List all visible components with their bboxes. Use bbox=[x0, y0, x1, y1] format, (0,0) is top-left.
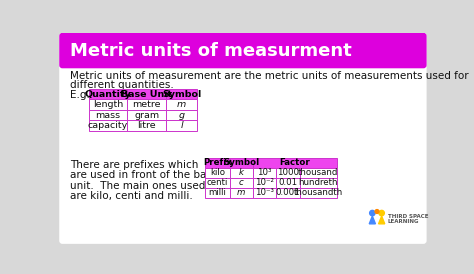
Text: different quantities.: different quantities. bbox=[70, 80, 174, 90]
Text: m: m bbox=[177, 100, 186, 109]
Text: k: k bbox=[239, 168, 244, 177]
FancyBboxPatch shape bbox=[89, 110, 128, 120]
Text: 0.01: 0.01 bbox=[278, 178, 298, 187]
FancyBboxPatch shape bbox=[253, 158, 337, 168]
FancyBboxPatch shape bbox=[253, 188, 276, 198]
Text: thousandth: thousandth bbox=[293, 188, 343, 197]
FancyBboxPatch shape bbox=[59, 33, 427, 68]
Text: metre: metre bbox=[133, 100, 161, 109]
Circle shape bbox=[375, 210, 379, 213]
Text: Prefix: Prefix bbox=[203, 158, 232, 167]
Text: kilo: kilo bbox=[210, 168, 225, 177]
FancyBboxPatch shape bbox=[230, 168, 253, 178]
Text: Metric units of measurement are the metric units of measurements used for: Metric units of measurement are the metr… bbox=[70, 72, 469, 81]
FancyBboxPatch shape bbox=[166, 89, 197, 99]
FancyBboxPatch shape bbox=[300, 178, 337, 188]
Text: mass: mass bbox=[96, 111, 121, 119]
Text: Symbol: Symbol bbox=[223, 158, 259, 167]
FancyBboxPatch shape bbox=[253, 168, 276, 178]
FancyBboxPatch shape bbox=[300, 168, 337, 178]
Text: LEARNING: LEARNING bbox=[388, 219, 419, 224]
Text: 0.001: 0.001 bbox=[275, 188, 300, 197]
FancyBboxPatch shape bbox=[166, 120, 197, 131]
FancyBboxPatch shape bbox=[205, 188, 230, 198]
FancyBboxPatch shape bbox=[276, 188, 300, 198]
FancyBboxPatch shape bbox=[89, 89, 128, 99]
FancyBboxPatch shape bbox=[276, 178, 300, 188]
Text: 10⁻²: 10⁻² bbox=[255, 178, 274, 187]
FancyBboxPatch shape bbox=[89, 99, 128, 110]
Text: unit.  The main ones used: unit. The main ones used bbox=[70, 181, 205, 191]
Text: There are prefixes which: There are prefixes which bbox=[70, 160, 199, 170]
Text: THIRD SPACE: THIRD SPACE bbox=[388, 214, 428, 219]
FancyBboxPatch shape bbox=[128, 110, 166, 120]
Text: thousand: thousand bbox=[298, 168, 338, 177]
Text: 1000: 1000 bbox=[277, 168, 299, 177]
Text: gram: gram bbox=[134, 111, 159, 119]
FancyBboxPatch shape bbox=[63, 59, 423, 68]
Text: are used in front of the base: are used in front of the base bbox=[70, 170, 219, 180]
Text: centi: centi bbox=[207, 178, 228, 187]
FancyBboxPatch shape bbox=[230, 188, 253, 198]
Text: litre: litre bbox=[137, 121, 156, 130]
Text: E.g.: E.g. bbox=[70, 90, 90, 100]
Text: l: l bbox=[181, 121, 183, 130]
FancyBboxPatch shape bbox=[230, 178, 253, 188]
Text: are kilo, centi and milli.: are kilo, centi and milli. bbox=[70, 191, 193, 201]
Text: hundreth: hundreth bbox=[298, 178, 338, 187]
FancyBboxPatch shape bbox=[128, 120, 166, 131]
FancyBboxPatch shape bbox=[59, 33, 427, 244]
Text: m: m bbox=[237, 188, 246, 197]
FancyBboxPatch shape bbox=[276, 168, 300, 178]
FancyBboxPatch shape bbox=[166, 99, 197, 110]
FancyBboxPatch shape bbox=[166, 110, 197, 120]
Text: Base Unit: Base Unit bbox=[121, 90, 173, 99]
FancyBboxPatch shape bbox=[230, 158, 253, 168]
Text: Factor: Factor bbox=[280, 158, 310, 167]
Circle shape bbox=[370, 210, 375, 216]
Text: milli: milli bbox=[209, 188, 226, 197]
Text: Symbol: Symbol bbox=[162, 90, 201, 99]
FancyBboxPatch shape bbox=[300, 188, 337, 198]
Text: Metric units of measurment: Metric units of measurment bbox=[70, 42, 352, 59]
Text: Quantity: Quantity bbox=[85, 90, 131, 99]
Text: 10³: 10³ bbox=[257, 168, 272, 177]
Text: c: c bbox=[239, 178, 244, 187]
FancyBboxPatch shape bbox=[205, 178, 230, 188]
FancyBboxPatch shape bbox=[128, 99, 166, 110]
FancyBboxPatch shape bbox=[253, 178, 276, 188]
FancyBboxPatch shape bbox=[205, 168, 230, 178]
FancyBboxPatch shape bbox=[128, 89, 166, 99]
Text: capacity: capacity bbox=[88, 121, 128, 130]
Polygon shape bbox=[369, 216, 375, 224]
Polygon shape bbox=[379, 216, 385, 224]
Text: 10⁻³: 10⁻³ bbox=[255, 188, 274, 197]
FancyBboxPatch shape bbox=[89, 120, 128, 131]
Circle shape bbox=[379, 210, 384, 216]
Text: g: g bbox=[179, 111, 185, 119]
FancyBboxPatch shape bbox=[205, 158, 230, 168]
Text: length: length bbox=[93, 100, 123, 109]
